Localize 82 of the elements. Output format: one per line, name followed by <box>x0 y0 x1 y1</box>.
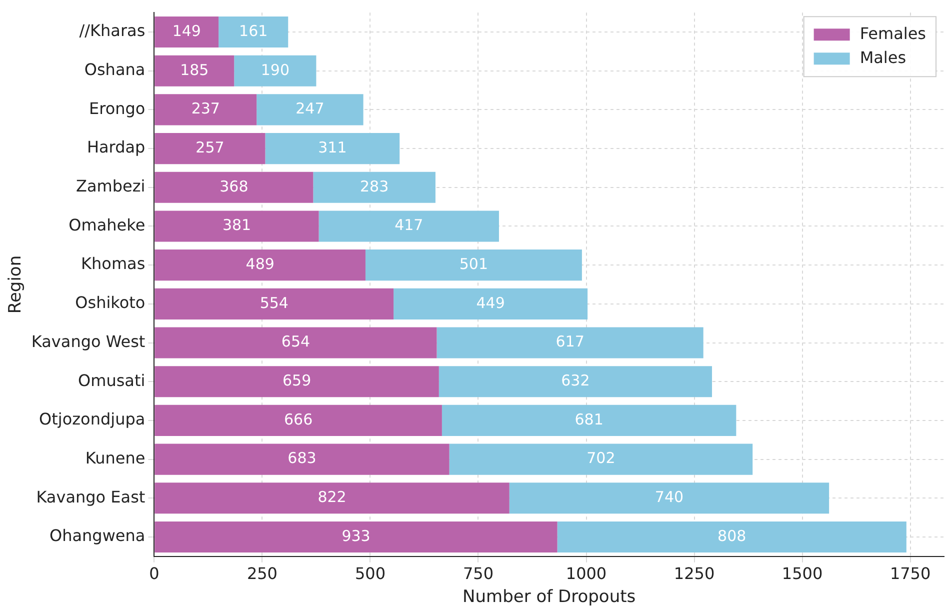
bar <box>318 210 499 242</box>
x-tick-label: 1750 <box>890 564 931 584</box>
data-label: 283 <box>360 177 389 196</box>
data-label: 449 <box>476 294 505 312</box>
data-label: 632 <box>561 372 590 390</box>
y-tick-label: Otjozondjupa <box>39 410 146 429</box>
bar <box>218 16 288 48</box>
y-tick-label: Kavango West <box>31 332 146 351</box>
bar <box>154 482 510 514</box>
bar <box>557 521 906 553</box>
bar <box>394 288 588 320</box>
bar <box>154 250 366 281</box>
data-label: 185 <box>180 60 209 79</box>
x-tick-label: 0 <box>149 564 160 584</box>
data-label: 257 <box>196 138 224 156</box>
y-tick-label: Zambezi <box>76 176 146 196</box>
bar <box>154 444 450 475</box>
bar <box>154 16 219 48</box>
x-tick-label: 500 <box>354 564 386 584</box>
data-label: 933 <box>342 526 370 545</box>
data-label: 683 <box>288 449 316 468</box>
y-tick-label: Oshana <box>84 60 146 80</box>
bar <box>154 210 319 242</box>
bar <box>438 366 712 398</box>
data-label: 659 <box>282 372 312 390</box>
y-tick-label: Ohangwena <box>49 526 146 546</box>
data-label: 381 <box>222 216 252 234</box>
bar <box>313 172 436 203</box>
bar <box>154 521 558 553</box>
data-label: 190 <box>260 60 290 79</box>
data-label: 247 <box>296 100 324 118</box>
x-axis-title: Number of Dropouts <box>462 587 636 608</box>
y-tick-label: Erongo <box>88 98 146 118</box>
bar <box>234 55 316 86</box>
data-label: 681 <box>574 410 604 428</box>
data-label: 417 <box>394 216 424 234</box>
bar <box>154 404 442 436</box>
legend-label: Males <box>860 48 906 67</box>
data-label: 501 <box>459 254 488 273</box>
bar <box>256 94 364 126</box>
bar <box>154 94 257 126</box>
y-tick-label: Omaheke <box>68 215 146 234</box>
bar <box>509 482 830 514</box>
data-label: 237 <box>191 100 220 118</box>
data-label: 666 <box>284 410 313 428</box>
data-label: 149 <box>172 22 201 40</box>
y-tick-label: Hardap <box>86 138 146 157</box>
x-tick-label: 1500 <box>782 564 823 584</box>
bar <box>436 327 704 358</box>
data-label: 654 <box>281 332 310 351</box>
data-label: 740 <box>654 488 684 506</box>
bar <box>154 288 394 320</box>
y-tick-label: //Kharas <box>79 21 146 40</box>
bar <box>154 133 266 164</box>
data-label: 161 <box>239 22 268 40</box>
bar <box>265 133 400 164</box>
y-tick-label: Oshikoto <box>75 293 146 312</box>
x-tick-label: 750 <box>462 564 494 584</box>
data-label: 822 <box>318 488 346 506</box>
bar <box>154 55 234 86</box>
data-label: 808 <box>718 526 746 545</box>
bar <box>365 250 582 281</box>
legend-label: Females <box>860 24 926 43</box>
bar <box>449 444 753 475</box>
x-tick-label: 250 <box>246 564 278 584</box>
y-tick-label: Khomas <box>81 254 146 274</box>
y-tick-label: Kavango East <box>36 487 146 506</box>
bar <box>154 172 314 203</box>
y-tick-label: Kunene <box>85 448 146 468</box>
y-axis-title: Region <box>6 255 26 314</box>
bar <box>154 366 439 398</box>
x-tick-label: 1000 <box>566 564 607 584</box>
bar <box>442 404 736 436</box>
data-label: 554 <box>260 294 288 312</box>
data-label: 702 <box>586 449 616 468</box>
data-label: 489 <box>246 254 274 273</box>
bar <box>154 327 437 358</box>
data-label: 311 <box>318 138 347 156</box>
data-label: 368 <box>220 177 248 196</box>
data-label: 617 <box>556 332 584 351</box>
y-tick-label: Omusati <box>78 370 146 390</box>
x-tick-label: 1250 <box>674 564 715 584</box>
